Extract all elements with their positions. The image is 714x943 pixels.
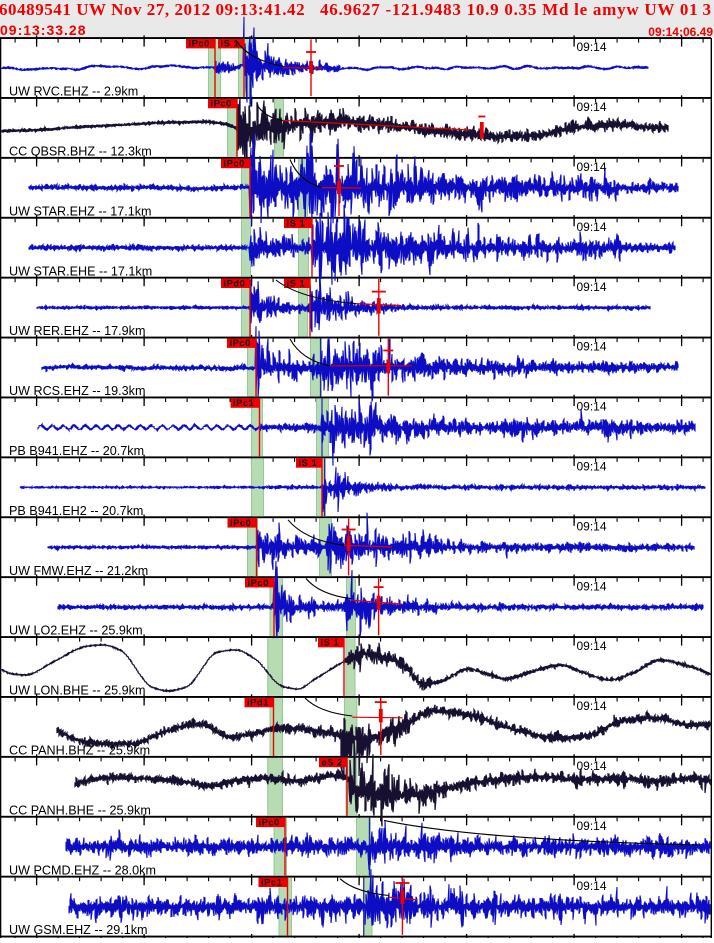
svg-text:UW PCMD.EHZ -- 28.0km: UW PCMD.EHZ -- 28.0km xyxy=(9,863,156,877)
svg-text:CC PANH.BHE -- 25.9km: CC PANH.BHE -- 25.9km xyxy=(9,803,151,817)
svg-text:CC PANH.BHZ -- 25.9km: CC PANH.BHZ -- 25.9km xyxy=(9,744,150,758)
svg-text:iPc0: iPc0 xyxy=(230,518,251,529)
svg-text:iPc0: iPc0 xyxy=(248,578,269,589)
svg-text:46.9627 -121.9483 10.9 0.35 Md: 46.9627 -121.9483 10.9 0.35 Md le amyw U… xyxy=(320,0,698,19)
svg-text:3: 3 xyxy=(703,0,712,19)
svg-text:09:14: 09:14 xyxy=(577,340,607,354)
svg-text:09:14: 09:14 xyxy=(577,400,607,414)
svg-text:UW RCS.EHZ -- 19.3km: UW RCS.EHZ -- 19.3km xyxy=(9,384,145,398)
svg-text:09:14: 09:14 xyxy=(577,100,607,114)
svg-text:09:14: 09:14 xyxy=(577,639,607,653)
svg-text:UW STAR.EHZ -- 17.1km: UW STAR.EHZ -- 17.1km xyxy=(9,204,152,218)
svg-text:iPc0: iPc0 xyxy=(230,338,251,349)
svg-text:09:14: 09:14 xyxy=(577,160,607,174)
svg-text:iPc0: iPc0 xyxy=(189,39,210,50)
svg-text:09:14: 09:14 xyxy=(577,699,607,713)
svg-text:iS 1: iS 1 xyxy=(299,458,318,469)
svg-text:UW LO2.EHZ -- 25.9km: UW LO2.EHZ -- 25.9km xyxy=(9,624,143,638)
svg-text:CC QBSR.BHZ -- 12.3km: CC QBSR.BHZ -- 12.3km xyxy=(9,145,152,159)
svg-text:09:14: 09:14 xyxy=(577,879,607,893)
svg-text:UW RER.EHZ -- 17.9km: UW RER.EHZ -- 17.9km xyxy=(9,324,145,338)
svg-text:09:14: 09:14 xyxy=(577,519,607,533)
svg-text:09:14: 09:14 xyxy=(577,220,607,234)
svg-text:09:14:06.49: 09:14:06.49 xyxy=(648,25,713,39)
svg-text:iPc0: iPc0 xyxy=(211,99,232,110)
svg-text:09:13:33.28: 09:13:33.28 xyxy=(0,22,87,38)
svg-text:iS 1: iS 1 xyxy=(287,278,306,289)
svg-text:iPd0: iPd0 xyxy=(224,278,246,289)
svg-text:eS 2: eS 2 xyxy=(322,758,343,769)
svg-text:UW GSM.EHZ -- 29.1km: UW GSM.EHZ -- 29.1km xyxy=(9,923,148,937)
svg-text:09:14: 09:14 xyxy=(577,280,607,294)
svg-text:PB B941.EHZ -- 20.7km: PB B941.EHZ -- 20.7km xyxy=(9,444,144,458)
svg-text:iS 1: iS 1 xyxy=(287,218,306,229)
svg-text:UW LON.BHE -- 25.9km: UW LON.BHE -- 25.9km xyxy=(9,684,145,698)
svg-text:60489541 UW Nov 27, 2012 09:13: 60489541 UW Nov 27, 2012 09:13:41.42 xyxy=(0,0,305,19)
svg-text:PB B941.EH2 -- 20.7km: PB B941.EH2 -- 20.7km xyxy=(9,504,143,518)
svg-text:iPd1: iPd1 xyxy=(247,698,269,709)
svg-text:09:14: 09:14 xyxy=(577,819,607,833)
svg-text:iS 1: iS 1 xyxy=(221,39,240,50)
svg-text:UW STAR.EHE -- 17.1km: UW STAR.EHE -- 17.1km xyxy=(9,264,152,278)
svg-text:UW RVC.EHZ -- 2.9km: UW RVC.EHZ -- 2.9km xyxy=(9,85,138,99)
svg-text:UW FMW.EHZ -- 21.2km: UW FMW.EHZ -- 21.2km xyxy=(9,564,148,578)
svg-text:09:14: 09:14 xyxy=(577,579,607,593)
svg-text:09:14: 09:14 xyxy=(577,759,607,773)
svg-text:iPc0: iPc0 xyxy=(259,817,280,828)
svg-text:iS 1: iS 1 xyxy=(321,638,340,649)
svg-text:iPc0: iPc0 xyxy=(224,159,245,170)
svg-text:09:14: 09:14 xyxy=(577,40,607,54)
svg-text:09:14: 09:14 xyxy=(577,460,607,474)
svg-text:iPc1: iPc1 xyxy=(233,398,255,409)
svg-text:iPc1: iPc1 xyxy=(261,877,283,888)
